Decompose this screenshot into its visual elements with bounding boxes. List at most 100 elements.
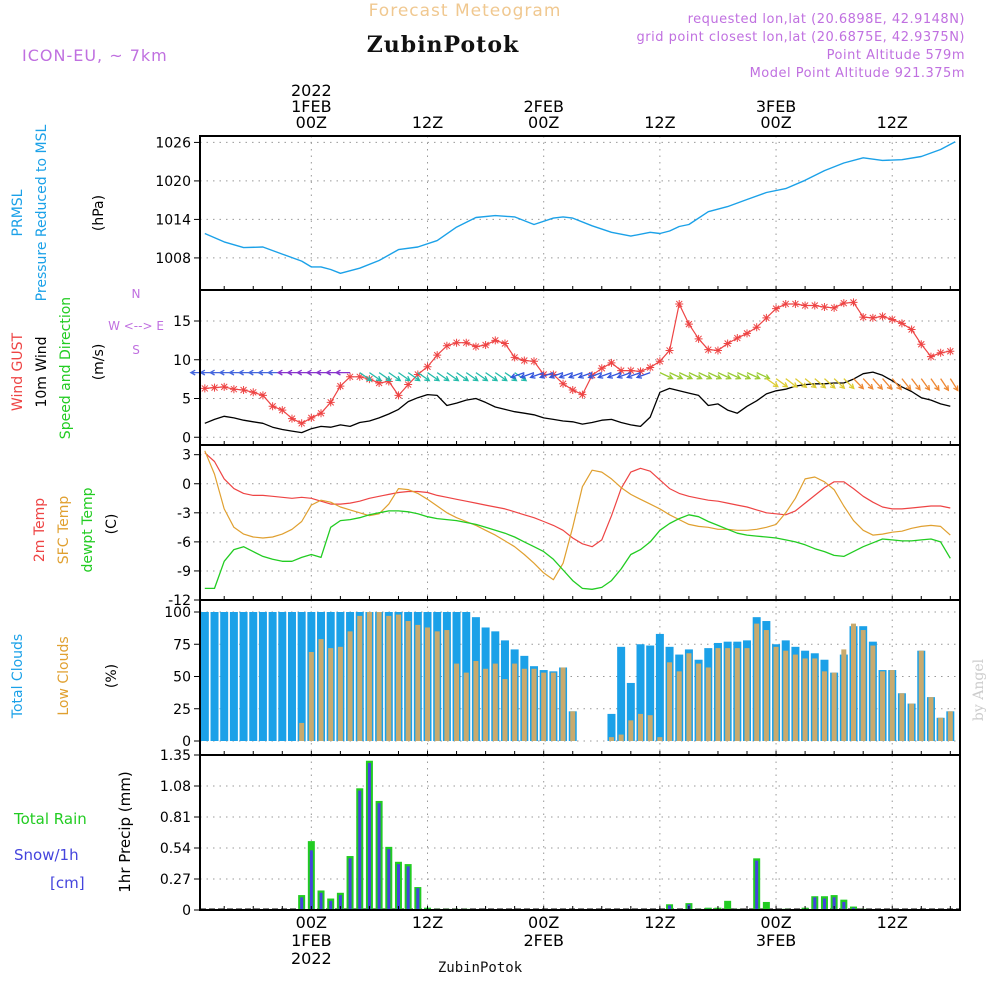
snow-bar <box>300 897 304 910</box>
gust-marker <box>810 301 819 310</box>
low-cloud-bar <box>686 653 692 741</box>
wind-direction-arrow <box>538 371 554 379</box>
wind-direction-arrow <box>708 372 723 380</box>
wind-direction-arrow <box>519 371 535 379</box>
wind-direction-arrow <box>378 372 392 382</box>
gust-marker <box>897 319 906 328</box>
low-cloud-bar <box>918 650 924 741</box>
low-cloud-bar <box>386 615 392 741</box>
gust-marker <box>791 299 800 308</box>
snow-bar <box>358 790 362 910</box>
pressure-label-short: PRMSL <box>10 189 26 236</box>
gust-marker <box>423 362 432 371</box>
gust-marker <box>539 370 548 379</box>
gust-marker <box>752 323 761 332</box>
wind-direction-arrow <box>494 372 508 382</box>
gust-marker <box>258 391 267 400</box>
gust-marker <box>839 299 848 308</box>
low-cloud-bar <box>308 651 314 741</box>
wind-direction-arrow <box>756 372 771 380</box>
low-cloud-bar <box>880 671 886 741</box>
cloud-unit-label: (%) <box>104 664 120 688</box>
low-cloud-bar <box>337 646 343 741</box>
low-cloud-bar <box>763 630 769 741</box>
compass-north: N <box>132 287 141 301</box>
low-cloud-bar <box>802 658 808 741</box>
wind-direction-arrow <box>833 378 846 390</box>
wind-direction-arrow <box>920 378 931 392</box>
low-cloud-bar <box>618 734 624 741</box>
low-cloud-bar <box>376 612 382 741</box>
rain-bar <box>724 900 732 910</box>
bottom-time-label: 12Z <box>877 913 908 932</box>
wind-direction-arrow <box>746 372 761 380</box>
y-tick-label: 50 <box>173 670 191 686</box>
snow-bar <box>755 860 759 910</box>
y-tick-label: 0.27 <box>160 872 191 888</box>
bottom-time-label: 3FEB <box>756 931 796 950</box>
snow-bar <box>813 897 817 910</box>
gust-marker <box>510 353 519 362</box>
snow-bar <box>832 897 836 910</box>
low-cloud-bar <box>715 648 721 741</box>
wind-direction-arrow <box>765 378 779 388</box>
y-tick-label: -3 <box>177 506 191 522</box>
low-cloud-bar <box>909 703 915 741</box>
low-cloud-bar <box>647 715 653 741</box>
top-time-label: 12Z <box>412 113 443 132</box>
bottom-time-label: 12Z <box>412 913 443 932</box>
pressure-unit-label: (hPa) <box>91 195 107 231</box>
wind-direction-arrow <box>359 372 373 382</box>
bottom-time-label: 00Z <box>760 913 791 932</box>
gust-marker <box>772 304 781 313</box>
pressure-label-long: Pressure Reduced to MSL <box>34 124 50 301</box>
low-cloud-bar <box>570 711 576 741</box>
rain-bar <box>704 907 712 910</box>
gust-marker <box>433 351 442 360</box>
gust-marker <box>713 346 722 355</box>
total-cloud-bar <box>636 644 645 741</box>
gust-marker <box>413 370 422 379</box>
gust-marker <box>801 301 810 310</box>
wind-direction-arrow <box>872 378 884 391</box>
wind-direction-arrow <box>369 372 383 382</box>
total-cloud-bar <box>287 612 296 741</box>
precip-axis-label: 1hr Precip (mm) <box>116 771 134 892</box>
low-cloud-bar <box>347 631 353 741</box>
gust-marker <box>530 357 539 366</box>
gust-marker <box>626 366 635 375</box>
low-cloud-bar <box>434 631 440 741</box>
gust-marker <box>936 348 945 357</box>
total-cloud-bar <box>297 612 306 741</box>
wind-direction-arrow <box>775 378 789 388</box>
snow-bar <box>822 898 826 910</box>
gust-marker <box>675 299 684 308</box>
wind-direction-arrow <box>548 371 564 379</box>
dewpt-line <box>204 510 951 590</box>
total-cloud-bar <box>210 612 219 741</box>
y-tick-label: 10 <box>173 353 191 369</box>
gust-marker <box>617 366 626 375</box>
low-cloud-bar <box>366 612 372 741</box>
gust-marker <box>568 385 577 394</box>
low-cloud-bar <box>328 648 334 741</box>
low-cloud-bar <box>851 623 857 741</box>
sfc-temp-axis-label: SFC Temp <box>56 496 72 565</box>
low-cloud-bar <box>357 615 363 741</box>
wind-direction-arrow <box>688 372 703 380</box>
gust-marker <box>549 370 558 379</box>
low-cloud-bar <box>676 671 682 741</box>
wind-direction-arrow <box>436 372 450 382</box>
wind-direction-arrow <box>843 378 855 390</box>
y-tick-label: 1026 <box>155 135 191 151</box>
wind-direction-arrow <box>597 371 612 379</box>
wind-direction-axis-label: Speed and Direction <box>58 297 74 439</box>
snow-bar <box>842 901 846 910</box>
gust-marker <box>249 388 258 397</box>
wind-direction-arrow <box>558 371 573 379</box>
low-cloud-bar <box>463 672 469 741</box>
wind-direction-arrow <box>635 371 651 379</box>
gust-marker <box>452 338 461 347</box>
wind-direction-arrow <box>417 372 431 382</box>
